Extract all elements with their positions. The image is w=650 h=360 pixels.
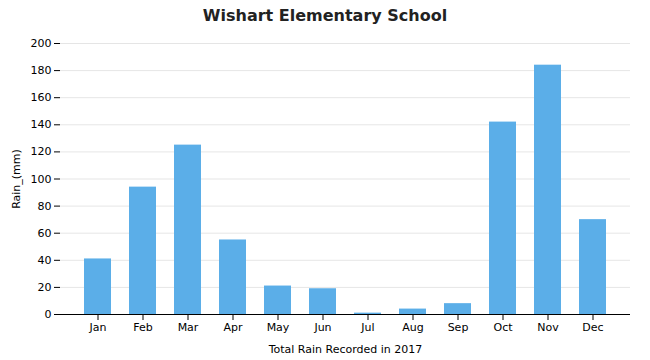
svg-text:80: 80	[38, 200, 52, 213]
svg-text:Jul: Jul	[360, 321, 374, 334]
svg-text:Dec: Dec	[582, 321, 603, 334]
svg-text:Jun: Jun	[313, 321, 331, 334]
svg-text:Nov: Nov	[537, 321, 559, 334]
html-text:Wishart Elementary School: Wishart Elementary School	[202, 6, 448, 25]
svg-text:Total Rain Recorded in 2017: Total Rain Recorded in 2017	[268, 343, 423, 356]
svg-text:Apr: Apr	[223, 321, 243, 334]
svg-text:May: May	[267, 321, 290, 334]
svg-text:Mar: Mar	[178, 321, 199, 334]
svg-text:160: 160	[31, 91, 52, 104]
svg-text:100: 100	[31, 173, 52, 186]
svg-text:180: 180	[31, 64, 52, 77]
svg-text:Sep: Sep	[448, 321, 469, 334]
svg-text:200: 200	[31, 37, 52, 50]
svg-text:20: 20	[38, 281, 52, 294]
svg-text:40: 40	[38, 254, 52, 267]
svg-text:Feb: Feb	[133, 321, 152, 334]
svg-text:Oct: Oct	[493, 321, 513, 334]
svg-text:60: 60	[38, 227, 52, 240]
svg-text:Rain_(mm): Rain_(mm)	[10, 149, 23, 209]
svg-text:Jan: Jan	[89, 321, 107, 334]
svg-text:140: 140	[31, 118, 52, 131]
svg-text:Aug: Aug	[402, 321, 423, 334]
svg-text:120: 120	[31, 145, 52, 158]
svg-text:0: 0	[45, 308, 52, 321]
